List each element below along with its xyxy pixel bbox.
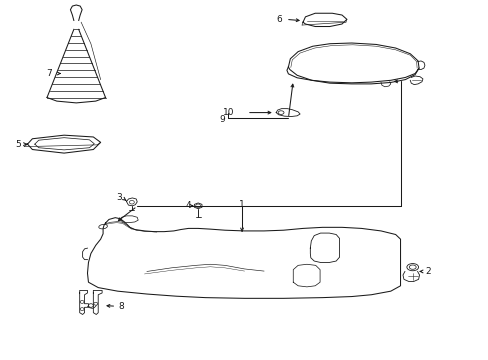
Polygon shape	[194, 203, 202, 209]
Text: 2: 2	[424, 267, 430, 276]
Circle shape	[80, 308, 84, 311]
Text: 3: 3	[116, 193, 122, 202]
Text: 10: 10	[223, 108, 234, 117]
Text: 7: 7	[46, 69, 52, 78]
Circle shape	[195, 204, 200, 208]
Circle shape	[94, 302, 98, 305]
Circle shape	[129, 201, 134, 204]
Text: 9: 9	[219, 115, 225, 124]
Text: 8: 8	[119, 302, 124, 311]
Ellipse shape	[406, 264, 418, 271]
Text: 5: 5	[15, 140, 20, 149]
Ellipse shape	[278, 111, 284, 114]
Ellipse shape	[408, 265, 415, 269]
Circle shape	[80, 301, 84, 303]
Circle shape	[88, 304, 93, 307]
Ellipse shape	[99, 224, 107, 229]
Text: 4: 4	[185, 201, 191, 210]
Text: 1: 1	[239, 200, 244, 209]
Text: 6: 6	[276, 15, 282, 24]
